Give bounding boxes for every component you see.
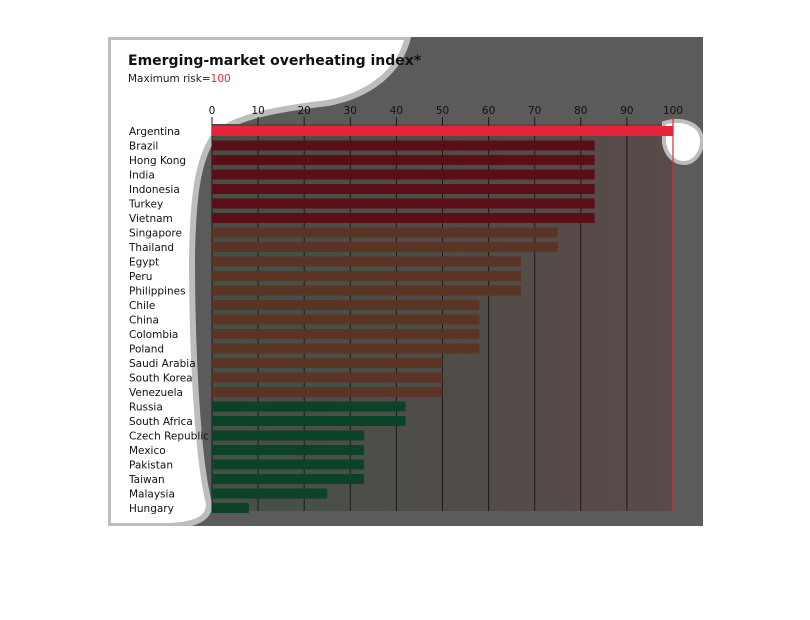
category-label: Saudi Arabia: [129, 358, 196, 370]
bar: [212, 416, 406, 426]
bar: [212, 343, 480, 354]
category-label: Singapore: [129, 228, 182, 240]
bar: [212, 300, 480, 310]
bar: [212, 459, 365, 470]
x-tick-label: 0: [209, 105, 216, 117]
bar: [212, 285, 521, 296]
x-tick-label: 90: [620, 105, 633, 117]
bar: [212, 213, 595, 223]
bar: [212, 372, 443, 383]
bar: [212, 126, 673, 136]
subtitle-prefix: Maximum risk=: [128, 73, 211, 85]
bar: [212, 198, 595, 209]
category-label: Peru: [129, 271, 152, 283]
bar: [212, 329, 480, 339]
x-tick-label: 10: [251, 105, 264, 117]
bar: [212, 401, 406, 412]
category-label: Russia: [129, 402, 163, 414]
x-tick-label: 20: [298, 105, 311, 117]
category-label: Thailand: [128, 242, 174, 254]
category-label: Taiwan: [128, 474, 165, 486]
category-label: Brazil: [129, 141, 158, 153]
category-labels: Argentina Brazil Hong Kong India Indonesia Tu…: [128, 126, 209, 515]
x-tick-label: 70: [528, 105, 541, 117]
category-label: Hungary: [129, 503, 174, 515]
category-label: Philippines: [129, 286, 186, 298]
x-tick-label: 80: [574, 105, 587, 117]
bar: [212, 184, 595, 194]
bar-chart: Emerging-market overheating index* Maxim…: [108, 37, 703, 526]
category-label: South Africa: [129, 416, 193, 428]
category-label: Pakistan: [129, 460, 173, 472]
chart-subtitle: Maximum risk=100: [128, 73, 231, 85]
bar: [212, 503, 249, 513]
category-label: Hong Kong: [129, 155, 186, 167]
x-tick-label: 60: [482, 105, 495, 117]
bar: [212, 358, 443, 368]
x-axis-ticks: 0 10 20 30 40 50 60 70 80 90 100: [209, 105, 683, 117]
bar: [212, 474, 365, 484]
bar: [212, 488, 328, 499]
chart-title: Emerging-market overheating index*: [128, 53, 422, 69]
category-label: South Korea: [129, 373, 193, 385]
category-label: Chile: [129, 300, 155, 312]
bar: [212, 140, 595, 151]
chart-panel: Emerging-market overheating index* Maxim…: [108, 37, 703, 526]
category-label: Indonesia: [129, 184, 180, 196]
category-label: Vietnam: [129, 213, 173, 225]
subtitle-value: 100: [211, 73, 231, 85]
category-label: Egypt: [129, 257, 159, 269]
x-tick-label: 30: [344, 105, 357, 117]
bar: [212, 445, 365, 455]
category-label: China: [129, 315, 159, 327]
bar: [212, 387, 443, 397]
category-label: Argentina: [129, 126, 180, 138]
bar: [212, 271, 521, 281]
category-label: Turkey: [128, 199, 163, 211]
bars: [212, 126, 673, 513]
x-tick-label: 100: [663, 105, 683, 117]
category-label: Poland: [129, 344, 164, 356]
category-label: Venezuela: [129, 387, 183, 399]
bar: [212, 155, 595, 165]
bar: [212, 227, 558, 238]
category-label: India: [129, 170, 155, 182]
bar: [212, 169, 595, 180]
category-label: Colombia: [129, 329, 178, 341]
label-background: [108, 37, 412, 526]
category-label: Czech Republic: [129, 431, 209, 443]
bar: [212, 314, 480, 325]
bar: [212, 242, 558, 252]
x-tick-label: 50: [436, 105, 449, 117]
category-label: Malaysia: [129, 489, 175, 501]
x-tick-label: 40: [390, 105, 403, 117]
bar: [212, 256, 521, 267]
bar: [212, 430, 365, 441]
category-label: Mexico: [129, 445, 166, 457]
